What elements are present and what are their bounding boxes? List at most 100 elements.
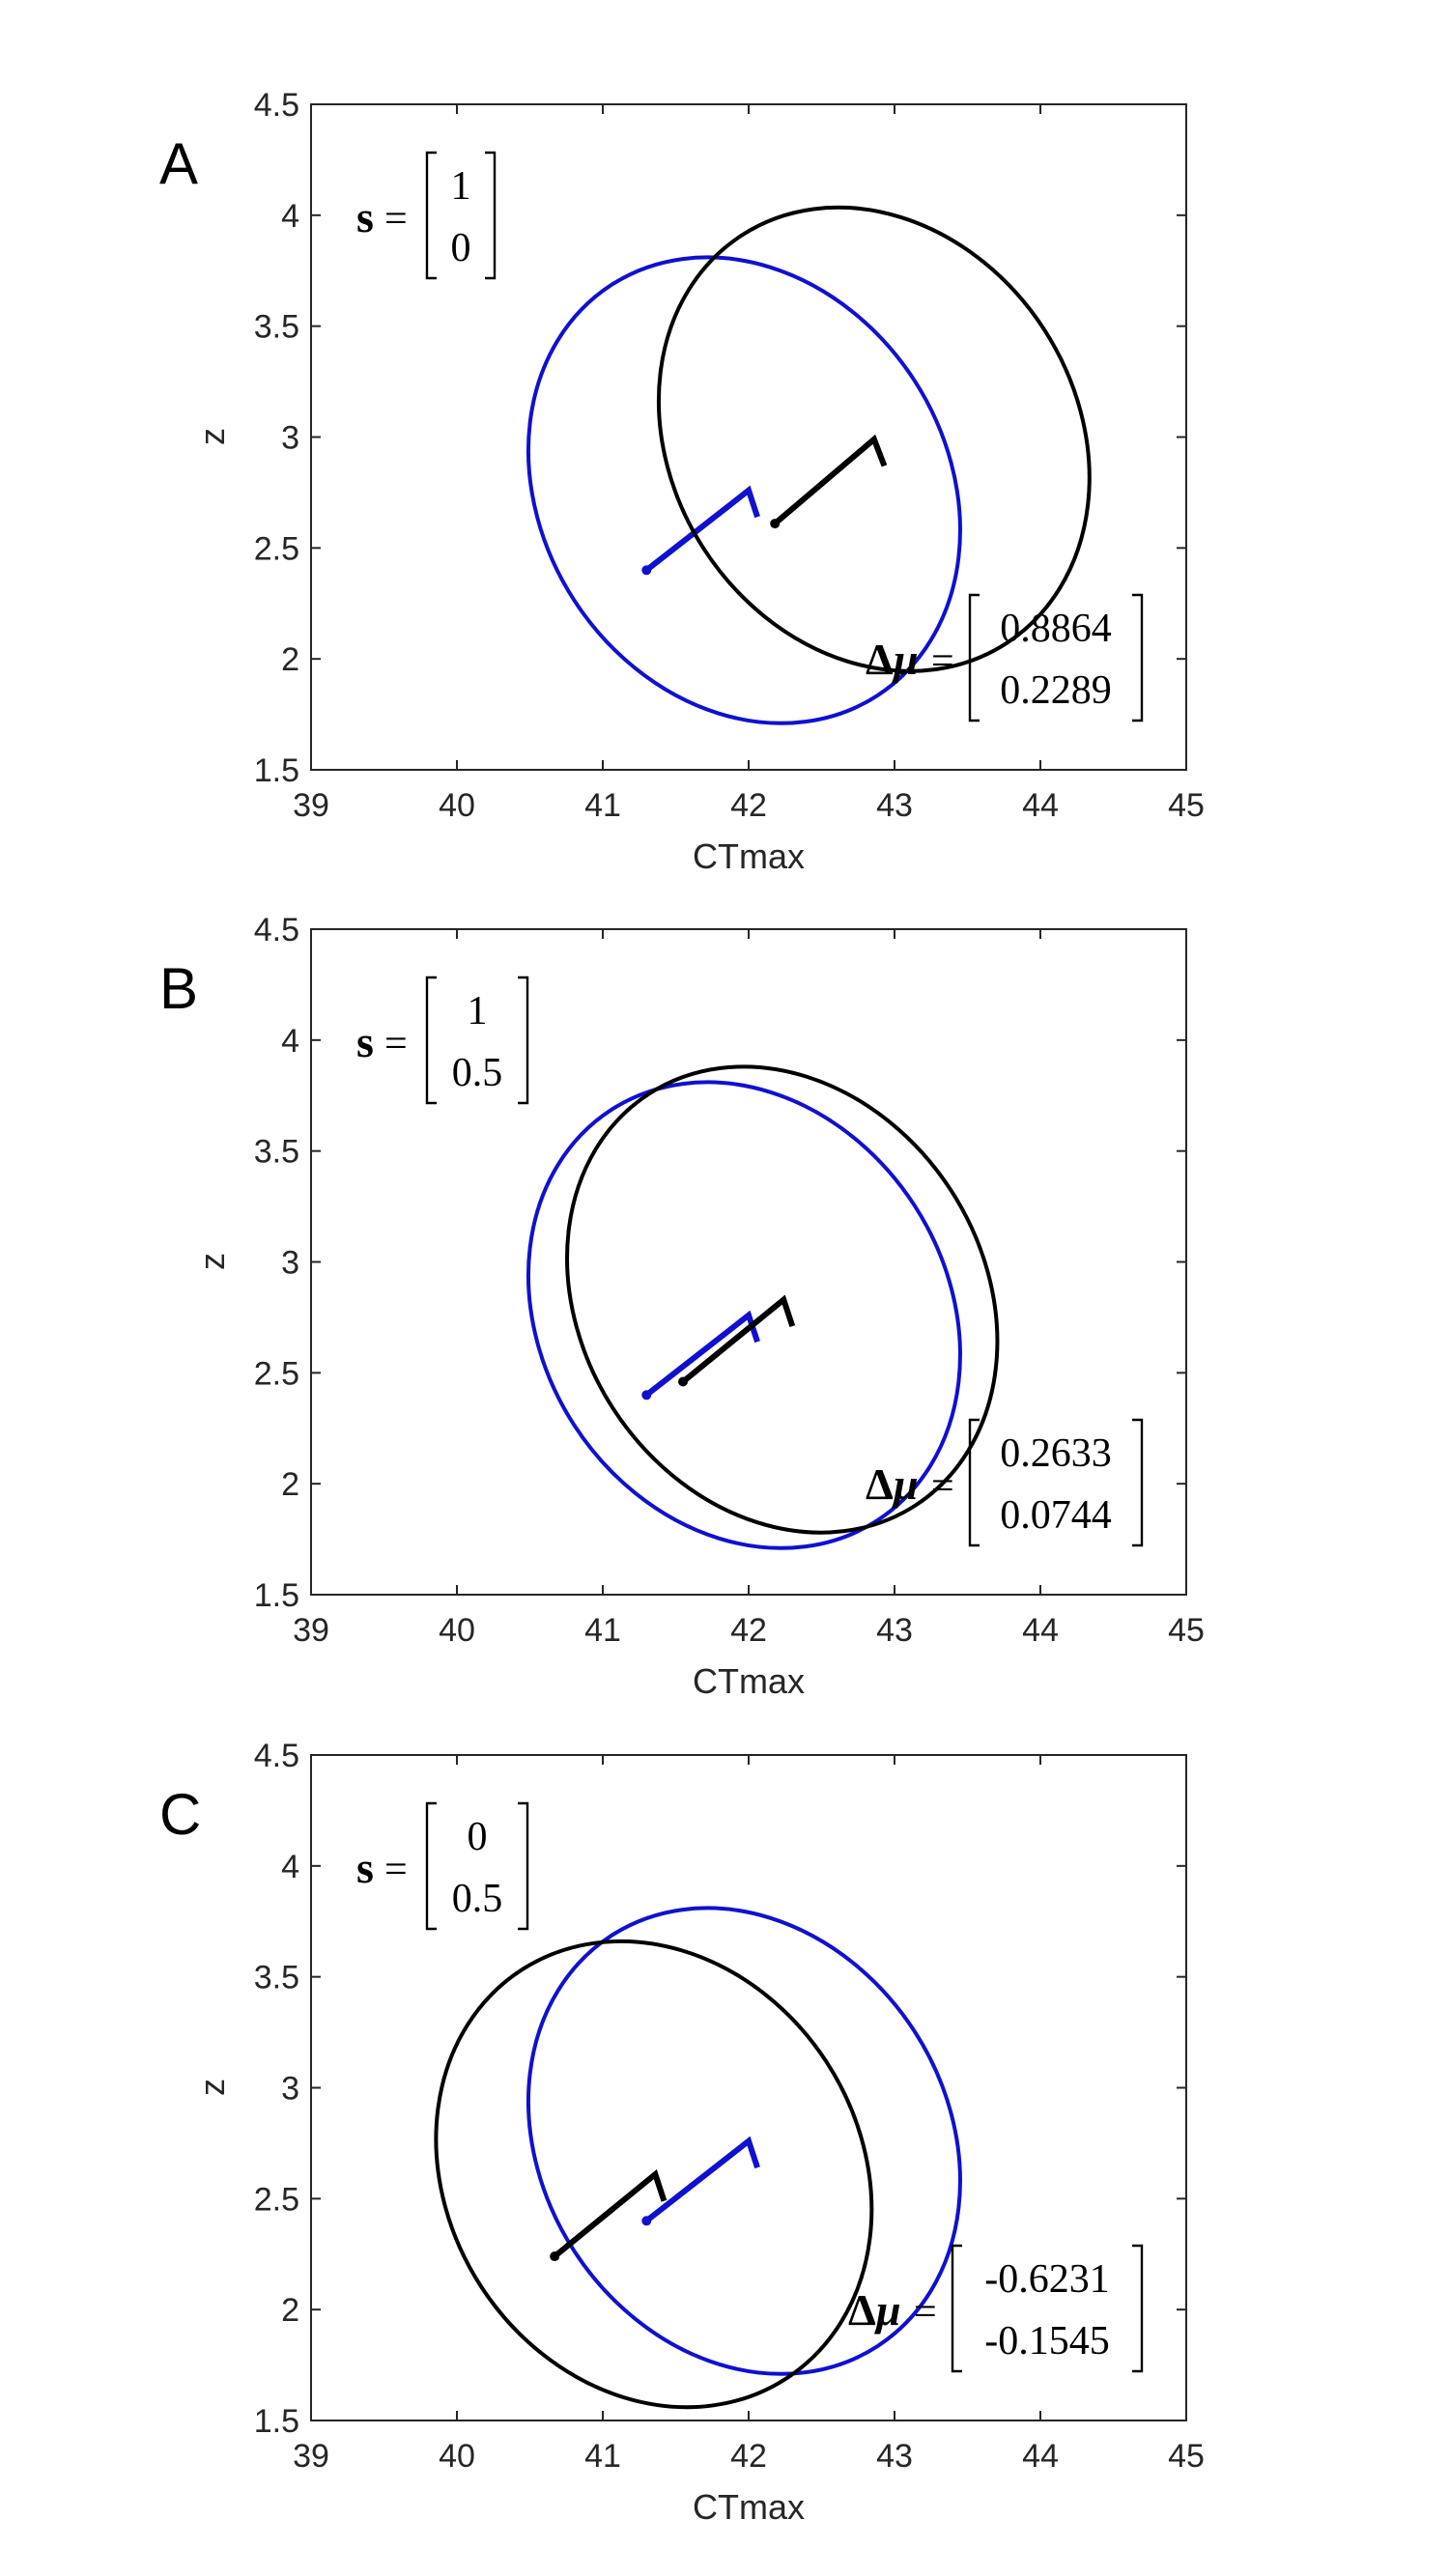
blue-direction-path bbox=[644, 485, 760, 573]
delta-mu-brackets bbox=[951, 2244, 1144, 2373]
black-path-start bbox=[678, 1376, 689, 1387]
y-tick-label: 1.5 bbox=[254, 1577, 299, 1614]
x-tick-label: 39 bbox=[293, 1612, 329, 1649]
y-tick-label: 3 bbox=[281, 2071, 299, 2108]
right-bracket bbox=[1132, 593, 1144, 722]
x-tick-label: 40 bbox=[439, 2438, 475, 2475]
x-tick-label: 40 bbox=[439, 1612, 475, 1649]
s-vector-brackets bbox=[425, 976, 529, 1105]
delta-symbol: Δ bbox=[866, 635, 894, 684]
y-axis-label: z bbox=[192, 1253, 232, 1270]
left-bracket bbox=[425, 1801, 437, 1931]
right-bracket bbox=[1132, 1418, 1144, 1547]
y-tick-label: 4 bbox=[281, 1023, 299, 1060]
s-symbol: s bbox=[356, 192, 374, 241]
s-vector-brackets bbox=[425, 1801, 529, 1931]
panel-letter: A bbox=[159, 131, 198, 196]
s-vector-brackets bbox=[425, 151, 497, 280]
y-tick-label: 4 bbox=[281, 198, 299, 235]
y-tick-label: 3.5 bbox=[254, 309, 299, 346]
y-tick-label: 2.5 bbox=[254, 530, 299, 567]
x-tick-label: 42 bbox=[730, 2438, 767, 2475]
delta-mu-value-2: 0.2289 bbox=[1000, 668, 1112, 713]
y-axis-label: z bbox=[192, 428, 232, 445]
x-tick-label: 42 bbox=[730, 787, 767, 824]
equals-sign: = bbox=[384, 1022, 408, 1066]
y-axis-label: z bbox=[192, 2079, 232, 2096]
delta-mu-brackets bbox=[968, 1418, 1144, 1547]
y-tick-label: 3 bbox=[281, 420, 299, 457]
black-path-start bbox=[550, 2251, 560, 2262]
x-axis-label: CTmax bbox=[693, 836, 805, 876]
panel-letter: B bbox=[159, 956, 198, 1021]
x-tick-label: 43 bbox=[876, 1612, 913, 1649]
s-vector-annotation: s = 1 0.5 bbox=[356, 976, 529, 1105]
black-ellipse bbox=[565, 1064, 1000, 1535]
y-tick-label: 1.5 bbox=[254, 2403, 299, 2440]
s-value-1: 1 bbox=[468, 989, 488, 1033]
blue-ellipse bbox=[526, 1080, 962, 1550]
y-tick-label: 4.5 bbox=[254, 87, 299, 124]
blue-ellipse bbox=[526, 1906, 962, 2376]
blue-path-start bbox=[641, 2216, 652, 2226]
x-tick-label: 41 bbox=[584, 2438, 621, 2475]
x-tick-label: 40 bbox=[439, 787, 475, 824]
x-tick-label: 43 bbox=[876, 787, 913, 824]
equals-sign: = bbox=[384, 197, 408, 241]
left-bracket bbox=[968, 1418, 980, 1547]
equals-sign: = bbox=[931, 1464, 954, 1509]
black-ellipse bbox=[434, 1939, 874, 2410]
x-tick-label: 45 bbox=[1168, 2438, 1205, 2475]
x-axis-label: CTmax bbox=[693, 2487, 805, 2527]
y-tick-label: 3.5 bbox=[254, 1134, 299, 1171]
x-axis-label: CTmax bbox=[693, 1661, 805, 1701]
right-bracket bbox=[1132, 2244, 1144, 2373]
s-vector-annotation: s = 0 0.5 bbox=[356, 1801, 529, 1931]
delta-symbol: Δ bbox=[866, 1459, 894, 1509]
y-tick-label: 2.5 bbox=[254, 2181, 299, 2218]
panel-letter: C bbox=[159, 1782, 201, 1847]
x-tick-label: 44 bbox=[1022, 787, 1059, 824]
y-tick-label: 4.5 bbox=[254, 912, 299, 948]
right-bracket bbox=[518, 1801, 529, 1931]
y-tick-label: 3.5 bbox=[254, 1960, 299, 1996]
y-tick-label: 4.5 bbox=[254, 1738, 299, 1774]
x-tick-label: 39 bbox=[293, 2438, 329, 2475]
delta-mu-value-2: -0.1545 bbox=[984, 2319, 1110, 2364]
right-bracket bbox=[518, 976, 529, 1105]
delta-mu-value-2: 0.0744 bbox=[1000, 1493, 1112, 1538]
s-symbol: s bbox=[356, 1843, 374, 1892]
s-vector-annotation: s = 1 0 bbox=[356, 151, 497, 280]
s-symbol: s bbox=[356, 1017, 374, 1066]
blue-direction-path bbox=[644, 2136, 760, 2223]
x-tick-label: 39 bbox=[293, 787, 329, 824]
y-tick-label: 3 bbox=[281, 1245, 299, 1282]
s-value-2: 0.5 bbox=[452, 1051, 503, 1095]
s-value-2: 0 bbox=[451, 226, 471, 270]
mu-symbol: μ bbox=[892, 1459, 919, 1509]
right-bracket bbox=[485, 151, 497, 280]
left-bracket bbox=[951, 2244, 962, 2373]
left-bracket bbox=[425, 151, 437, 280]
mu-symbol: μ bbox=[874, 2285, 901, 2335]
x-tick-label: 44 bbox=[1022, 1612, 1059, 1649]
x-tick-label: 43 bbox=[876, 2438, 913, 2475]
equals-sign: = bbox=[384, 1848, 408, 1892]
y-tick-label: 2.5 bbox=[254, 1355, 299, 1392]
y-tick-label: 2 bbox=[281, 1466, 299, 1503]
s-value-1: 0 bbox=[468, 1815, 488, 1859]
x-tick-label: 44 bbox=[1022, 2438, 1059, 2475]
x-tick-label: 41 bbox=[584, 1612, 621, 1649]
y-tick-label: 2 bbox=[281, 2292, 299, 2329]
delta-mu-value-1: 0.2633 bbox=[1000, 1431, 1112, 1476]
black-direction-path bbox=[773, 434, 888, 526]
blue-path-start bbox=[641, 565, 652, 576]
x-tick-label: 41 bbox=[584, 787, 621, 824]
x-tick-label: 45 bbox=[1168, 787, 1205, 824]
blue-ellipse bbox=[526, 255, 962, 725]
mu-symbol: μ bbox=[892, 635, 919, 684]
